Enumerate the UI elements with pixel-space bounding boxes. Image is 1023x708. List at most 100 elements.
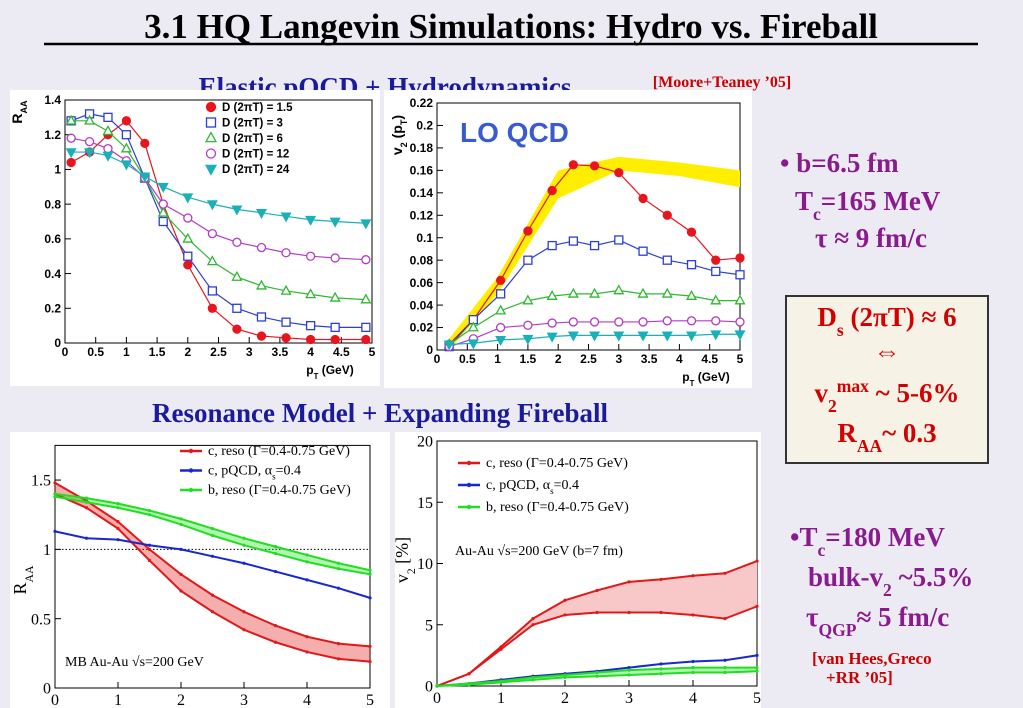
marker bbox=[206, 255, 218, 266]
note-line: τ ≈ 9 fm/c bbox=[815, 223, 927, 253]
note-line: bulk-v2 ~5.5% bbox=[808, 562, 973, 600]
subscript: AA bbox=[23, 565, 36, 582]
subscript: 2 bbox=[828, 396, 837, 416]
marker bbox=[734, 294, 746, 305]
point bbox=[116, 502, 120, 506]
y-tick-label: 1.4 bbox=[44, 93, 61, 107]
marker bbox=[589, 331, 601, 342]
point bbox=[179, 547, 183, 551]
marker bbox=[567, 287, 579, 298]
marker bbox=[735, 317, 745, 327]
point bbox=[210, 610, 215, 614]
x-tick-label: 0 bbox=[433, 690, 441, 707]
point bbox=[691, 670, 695, 675]
y-axis-label: v2 (pT) bbox=[389, 115, 409, 155]
point bbox=[563, 598, 567, 602]
y-tick-label: 1.5 bbox=[31, 473, 51, 490]
plot-frame bbox=[54, 444, 371, 689]
y-tick-label: 0.2 bbox=[44, 301, 61, 315]
point bbox=[147, 513, 152, 517]
chart: 0 0.5 1 1.5 2 2.5 3 3.5 4 4.5 5 0 0.02 0.04 0.06 0.08 0.… bbox=[384, 90, 752, 388]
marker bbox=[103, 143, 113, 154]
marker bbox=[231, 205, 243, 216]
point bbox=[755, 604, 759, 608]
marker bbox=[661, 331, 673, 342]
point bbox=[467, 683, 471, 687]
marker bbox=[84, 137, 95, 147]
subscript: AA bbox=[19, 100, 29, 114]
subscript: s bbox=[272, 472, 276, 482]
text-run: (GeV) bbox=[694, 370, 729, 384]
marker bbox=[546, 289, 558, 300]
chart: 0 0.5 1 1.5 2 2.5 3 3.5 4 4.5 5 0 0.2 0.4 0.6 0.8 1 1.2 1.… bbox=[9, 90, 380, 386]
text-run: R bbox=[10, 582, 30, 594]
marker bbox=[495, 336, 507, 347]
annotation: LO QCD bbox=[460, 117, 569, 148]
point bbox=[595, 610, 599, 615]
subscript: s bbox=[550, 486, 554, 496]
point bbox=[368, 572, 372, 576]
x-tick-label: 0 bbox=[62, 345, 69, 359]
annotation: MB Au-Au √s=200 GeV bbox=[65, 655, 204, 670]
marker bbox=[329, 217, 341, 228]
text-run: τ bbox=[806, 602, 819, 632]
x-tick-label: 1 bbox=[494, 352, 501, 366]
y-tick-label: 20 bbox=[417, 434, 433, 451]
point bbox=[723, 617, 727, 621]
point bbox=[691, 666, 695, 670]
note-line: •Tc=180 MeV bbox=[790, 522, 945, 560]
y-tick-label: 0.08 bbox=[410, 253, 434, 267]
marker bbox=[158, 199, 168, 209]
y-tick-label: 0.4 bbox=[44, 267, 61, 281]
y-tick-label: 0.1 bbox=[416, 231, 433, 245]
marker bbox=[523, 255, 533, 265]
y-tick-label: 0 bbox=[426, 343, 433, 357]
y-tick-label: 0.06 bbox=[410, 276, 434, 290]
marker bbox=[546, 332, 558, 343]
marker bbox=[120, 160, 132, 171]
legend-marker bbox=[188, 468, 194, 473]
point bbox=[210, 533, 215, 538]
marker bbox=[589, 287, 601, 298]
marker bbox=[361, 322, 371, 333]
marker bbox=[256, 331, 267, 341]
point bbox=[467, 672, 471, 676]
y-tick-label: 10 bbox=[417, 556, 433, 573]
marker bbox=[637, 287, 649, 298]
marker bbox=[205, 101, 217, 113]
marker bbox=[686, 227, 697, 237]
point bbox=[336, 642, 341, 646]
point bbox=[691, 574, 695, 578]
point bbox=[368, 568, 372, 572]
x-tick-label: 4.5 bbox=[333, 345, 350, 359]
marker bbox=[662, 255, 672, 265]
point bbox=[499, 647, 503, 651]
x-tick-label: 2 bbox=[555, 352, 562, 366]
marker bbox=[637, 331, 649, 342]
marker bbox=[522, 294, 534, 305]
marker bbox=[158, 216, 168, 227]
point bbox=[242, 536, 246, 540]
legend-label: D (2πT) = 6 bbox=[222, 133, 283, 145]
point bbox=[499, 680, 503, 684]
point bbox=[179, 517, 183, 521]
text-run: (GeV) bbox=[318, 363, 353, 377]
subscript: QGP bbox=[818, 620, 856, 640]
x-tick-label: 4.5 bbox=[701, 352, 718, 366]
marker bbox=[205, 117, 217, 128]
subscript: 2 bbox=[405, 568, 418, 574]
legend-marker bbox=[466, 460, 472, 466]
legend-label: b, reso (Γ=0.4-0.75 GeV) bbox=[208, 483, 351, 498]
marker bbox=[589, 161, 600, 171]
marker bbox=[360, 219, 372, 230]
marker bbox=[183, 251, 193, 261]
subscript: 2 bbox=[883, 580, 892, 600]
point bbox=[691, 613, 695, 617]
y-tick-label: 0 bbox=[54, 336, 61, 350]
x-tick-label: 0.5 bbox=[459, 352, 476, 366]
marker bbox=[711, 266, 721, 277]
subscript: T bbox=[314, 372, 319, 381]
point bbox=[305, 650, 309, 654]
point bbox=[53, 495, 57, 499]
point bbox=[531, 617, 535, 621]
